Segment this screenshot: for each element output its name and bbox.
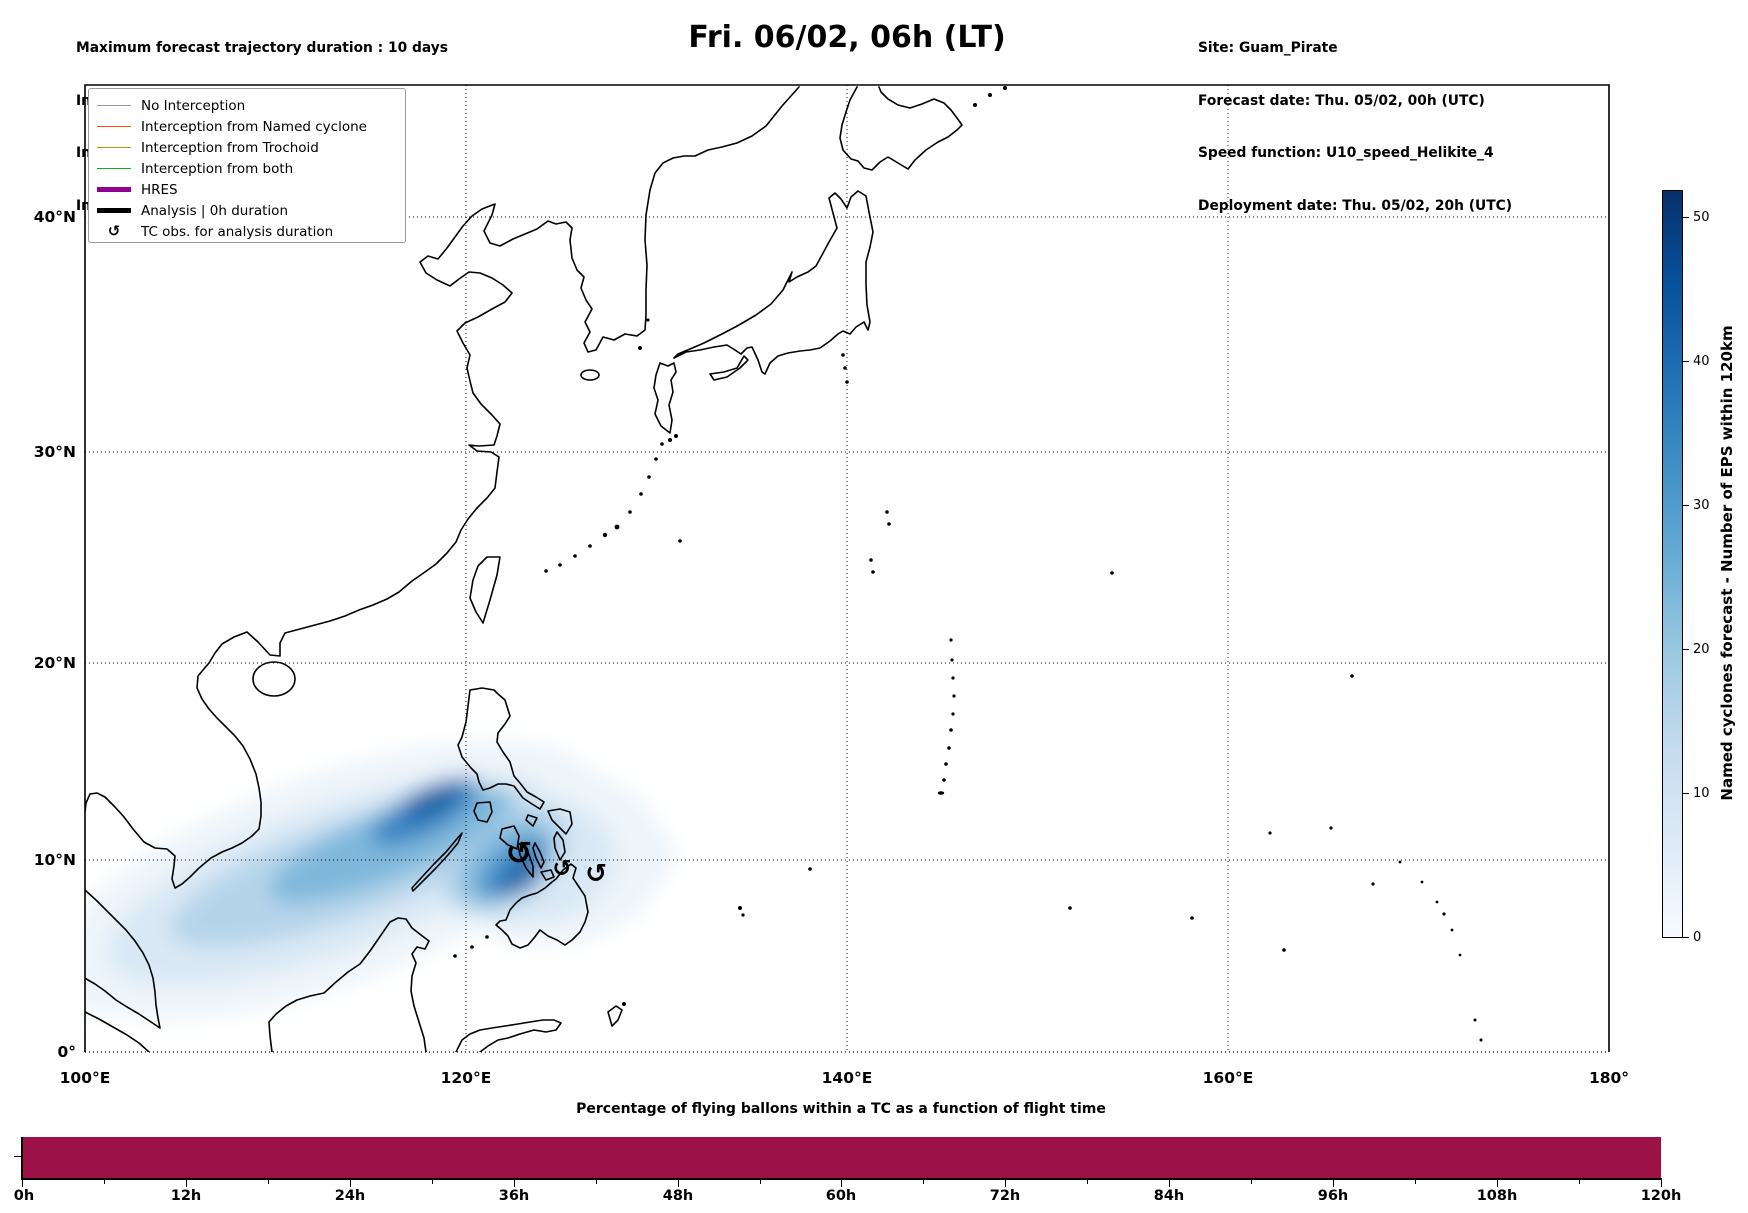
tc-obs-icon: ↺ bbox=[585, 859, 607, 889]
tc-obs-icon: ↺ bbox=[552, 856, 571, 882]
x-tick bbox=[678, 1180, 680, 1187]
flying-balloons-bar bbox=[22, 1137, 1661, 1178]
x-tick-label: 100°E bbox=[60, 1069, 111, 1087]
x-tick-label: 48h bbox=[662, 1188, 694, 1204]
legend-item: Interception from both bbox=[97, 158, 405, 179]
x-tick-label: 120h bbox=[1640, 1188, 1682, 1204]
x-tick-label: 96h bbox=[1317, 1188, 1349, 1204]
x-tick-label: 84h bbox=[1153, 1188, 1185, 1204]
line-swatch-black bbox=[97, 208, 131, 213]
legend-item: Interception from Named cyclone bbox=[97, 116, 405, 137]
line-swatch-orangered bbox=[97, 125, 131, 128]
x-minor-tick bbox=[1579, 1180, 1581, 1184]
site-line: Site: Guam_Pirate bbox=[1198, 40, 1338, 56]
line-swatch-purple bbox=[97, 187, 131, 192]
figure-title: Fri. 06/02, 06h (LT) bbox=[688, 20, 1006, 55]
line-swatch-green bbox=[97, 167, 131, 170]
x-minor-tick bbox=[268, 1180, 270, 1184]
colorbar-tick bbox=[1683, 649, 1689, 651]
bottom-chart-title: Percentage of flying ballons within a TC… bbox=[576, 1101, 1106, 1117]
x-minor-tick bbox=[432, 1180, 434, 1184]
tc-obs-markers: ↺ ↺ ↺ bbox=[506, 834, 607, 889]
colorbar-tick bbox=[1683, 217, 1689, 219]
site-line: Speed function: U10_speed_Helikite_4 bbox=[1198, 145, 1494, 161]
site-line: Forecast date: Thu. 05/02, 00h (UTC) bbox=[1198, 92, 1485, 109]
colorbar-tick-label: 10 bbox=[1693, 786, 1710, 801]
x-minor-tick bbox=[1415, 1180, 1417, 1184]
x-tick bbox=[1333, 1180, 1335, 1187]
map-legend: No Interception Interception from Named … bbox=[88, 88, 406, 243]
param-line: Maximum forecast trajectory duration : 1… bbox=[76, 40, 448, 56]
x-tick-label: 120°E bbox=[441, 1069, 492, 1087]
x-minor-tick bbox=[1251, 1180, 1253, 1184]
colorbar-tick bbox=[1683, 793, 1689, 795]
bottom-chart-x-axis bbox=[21, 1178, 1662, 1180]
colorbar-tick-label: 50 bbox=[1693, 210, 1710, 225]
legend-item: Interception from Trochoid bbox=[97, 137, 405, 158]
x-tick-label: 108h bbox=[1476, 1188, 1518, 1204]
y-tick-label: 40°N bbox=[34, 208, 76, 226]
x-tick-label: 60h bbox=[825, 1188, 857, 1204]
y-tick-label: 0° bbox=[57, 1043, 76, 1061]
colorbar-tick bbox=[1683, 505, 1689, 507]
x-minor-tick bbox=[104, 1180, 106, 1184]
colorbar bbox=[1662, 190, 1683, 938]
legend-item: No Interception bbox=[97, 95, 405, 116]
small-islands bbox=[453, 86, 1483, 1042]
colorbar-tick bbox=[1683, 361, 1689, 363]
line-swatch-olive bbox=[97, 146, 131, 149]
x-tick-label: 0h bbox=[13, 1188, 35, 1204]
x-tick bbox=[1661, 1180, 1663, 1187]
x-tick bbox=[350, 1180, 352, 1187]
colorbar-tick-label: 40 bbox=[1693, 354, 1710, 369]
x-tick-label: 140°E bbox=[822, 1069, 873, 1087]
x-tick-label: 180° bbox=[1589, 1069, 1629, 1087]
x-tick bbox=[1169, 1180, 1171, 1187]
x-tick bbox=[22, 1180, 24, 1187]
colorbar-tick bbox=[1683, 937, 1689, 939]
x-minor-tick bbox=[1087, 1180, 1089, 1184]
x-tick bbox=[1497, 1180, 1499, 1187]
x-tick bbox=[841, 1180, 843, 1187]
tc-obs-icon: ↺ bbox=[107, 222, 121, 240]
site-info-block: Site: Guam_Pirate Forecast date: Thu. 05… bbox=[1198, 5, 1512, 250]
site-line: Deployment date: Thu. 05/02, 20h (UTC) bbox=[1198, 197, 1513, 214]
legend-item: Analysis | 0h duration bbox=[97, 200, 405, 221]
x-tick-label: 160°E bbox=[1203, 1069, 1254, 1087]
coastlines bbox=[85, 86, 963, 1052]
x-tick-label: 24h bbox=[334, 1188, 366, 1204]
y-tick-label: 10°N bbox=[34, 851, 76, 869]
line-swatch-gray bbox=[97, 104, 131, 107]
colorbar-axis-label: Named cyclones forecast - Number of EPS … bbox=[1718, 325, 1736, 801]
eps-density-heatmap bbox=[85, 741, 675, 1019]
x-tick bbox=[186, 1180, 188, 1187]
bottom-chart-left-spine bbox=[21, 1137, 23, 1178]
x-tick bbox=[1005, 1180, 1007, 1187]
colorbar-tick-label: 20 bbox=[1693, 642, 1710, 657]
tc-obs-icon: ↺ bbox=[506, 834, 533, 872]
colorbar-tick-label: 0 bbox=[1693, 930, 1702, 945]
x-tick-label: 12h bbox=[170, 1188, 202, 1204]
x-minor-tick bbox=[923, 1180, 925, 1184]
y-tick-label: 20°N bbox=[34, 654, 76, 672]
colorbar-tick-label: 30 bbox=[1693, 498, 1710, 513]
legend-item: HRES bbox=[97, 179, 405, 200]
y-tick-label: 30°N bbox=[34, 443, 76, 461]
map-border bbox=[84, 84, 1610, 1052]
x-tick bbox=[514, 1180, 516, 1187]
x-tick-label: 36h bbox=[498, 1188, 530, 1204]
x-minor-tick bbox=[596, 1180, 598, 1184]
bottom-chart-y-tick bbox=[14, 1156, 22, 1158]
legend-item: ↺ TC obs. for analysis duration bbox=[97, 221, 405, 242]
x-tick-label: 72h bbox=[989, 1188, 1021, 1204]
map-axis-labels: 100°E 120°E 140°E 160°E 180° 40°N 30°N 2… bbox=[34, 208, 1629, 1087]
x-minor-tick bbox=[760, 1180, 762, 1184]
